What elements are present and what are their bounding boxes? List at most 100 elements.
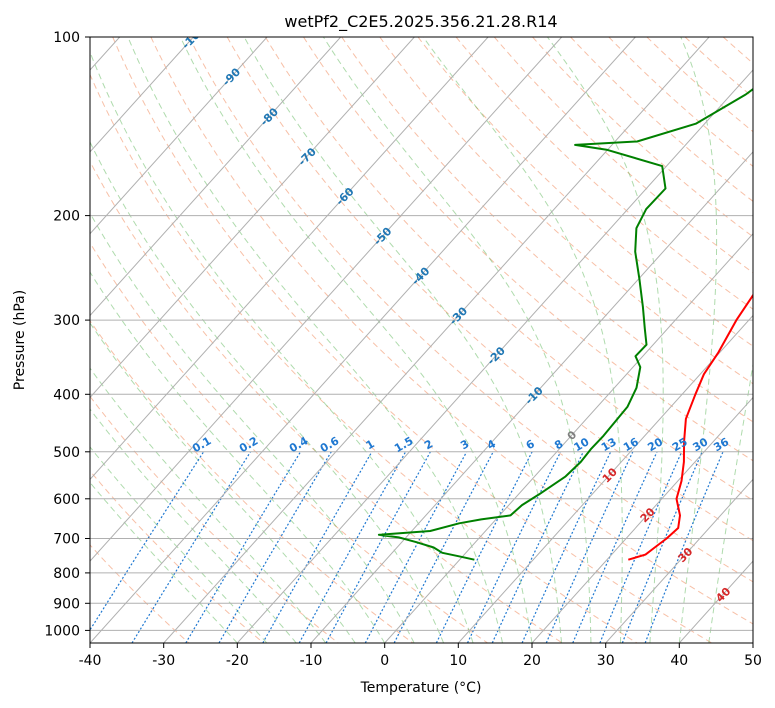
chart-title: wetPf2_C2E5.2025.356.21.28.R14 [284,12,557,32]
isotherm-gridline [90,37,194,153]
mixing-ratio-label: 2 [422,437,435,452]
y-tick-label: 800 [53,566,80,582]
moist-adiabat [90,408,297,643]
moist-adiabat [90,271,386,643]
moist-adiabat [322,37,592,643]
y-tick-label: 600 [53,492,80,508]
mixing-ratio-line [545,451,634,643]
y-tick-label: 700 [53,532,80,548]
moist-adiabat [422,37,623,643]
moist-adiabat [90,50,474,643]
isotherm-gridline [236,69,753,643]
mixing-ratio-line [435,451,533,643]
isotherm-gridline [90,37,563,562]
moist-adiabat [90,446,268,643]
isotherm-gridline [457,314,753,643]
moist-adiabat [90,481,238,643]
mixing-ratio-line [599,451,683,643]
dry-adiabat [150,37,753,625]
y-tick-label: 200 [53,209,80,225]
dry-adiabat [90,544,190,643]
x-tick-label: 20 [523,653,541,669]
x-tick-label: -30 [152,653,175,669]
dry-adiabat [188,37,753,583]
isotherm-gridline [531,396,753,643]
mixing-ratio-line [364,451,468,643]
x-axis-title: Temperature (°C) [360,680,482,696]
dry-adiabat [341,37,753,423]
mixing-ratio-label: 3 [458,437,471,452]
dry-adiabat [90,73,638,643]
dry-adiabat [570,37,753,202]
x-tick-label: 50 [744,653,762,669]
temperature-profile-line [628,293,753,561]
mixing-ratio-line [572,451,658,643]
isotherm-gridline [752,642,753,643]
dry-adiabat [264,37,753,501]
dry-adiabat [417,37,753,347]
x-tick-label: -10 [300,653,323,669]
y-tick-label: 900 [53,596,80,612]
dry-adiabat [90,242,488,643]
moist-adiabat [90,367,327,643]
axis-ticks: -40 -30 -20 -10 0 10 20 30 40 50 100 200 300 400 500 60… [44,30,762,669]
isotherm-gridline [605,478,753,643]
moist-adiabat [179,37,533,643]
mixing-ratio-line [325,451,431,643]
moist-adiabat [546,37,664,643]
moist-adiabat [678,37,718,643]
dry-adiabat [761,37,775,643]
moist-adiabat [90,322,356,643]
y-tick-label: 300 [53,313,80,329]
isotherm-gridline [90,37,415,399]
mixing-ratio-line [491,451,584,643]
mixing-ratio-line [262,451,373,643]
isotherm-gridline [90,37,489,481]
mixing-ratio-line [621,451,703,643]
x-tick-label: 30 [597,653,615,669]
y-axis-title: Pressure (hPa) [12,290,28,390]
dry-adiabat [112,37,712,643]
mixing-ratio-line [90,451,205,632]
dry-adiabat [303,37,753,462]
dry-adiabat [90,160,563,643]
mixing-ratio-line [521,451,612,643]
dry-adiabat [684,37,753,99]
x-tick-label: -40 [79,653,102,669]
y-tick-label: 500 [53,445,80,461]
dry-adiabat [226,37,753,542]
x-tick-label: 40 [670,653,688,669]
mixing-ratio-line [393,451,494,643]
background-lines [90,37,775,643]
mixing-ratio-label: 6 [524,437,537,452]
isotherm-gridline [678,560,753,643]
mixing-ratio-line [185,451,302,643]
isotherm-gridline [90,37,268,235]
dry-adiabat [90,395,339,643]
series-lines [377,87,753,561]
moist-adiabat [127,37,503,643]
dry-adiabat [379,37,753,385]
dry-adiabat [90,470,264,643]
dewpoint-profile-line [377,87,753,561]
isotherm-gridline [163,37,710,643]
moist-adiabat [90,140,445,643]
isotherm-gridline [384,233,753,643]
dry-adiabat [493,37,753,274]
dry-adiabat [646,37,753,133]
dry-adiabat [90,319,414,643]
x-tick-label: 0 [380,653,389,669]
moist-adiabat [708,361,753,643]
isotherm-gridline [90,37,342,317]
mixing-ratio-line [466,451,562,643]
dry-adiabat [532,37,753,238]
isotherm-gridline [90,37,636,643]
isotherm-gridline [310,151,753,643]
y-tick-label: 100 [53,30,80,46]
y-tick-label: 1000 [44,623,80,639]
dry-adiabat [455,37,753,310]
moist-adiabat [243,37,562,643]
x-tick-label: 10 [449,653,467,669]
x-tick-label: -20 [226,653,249,669]
